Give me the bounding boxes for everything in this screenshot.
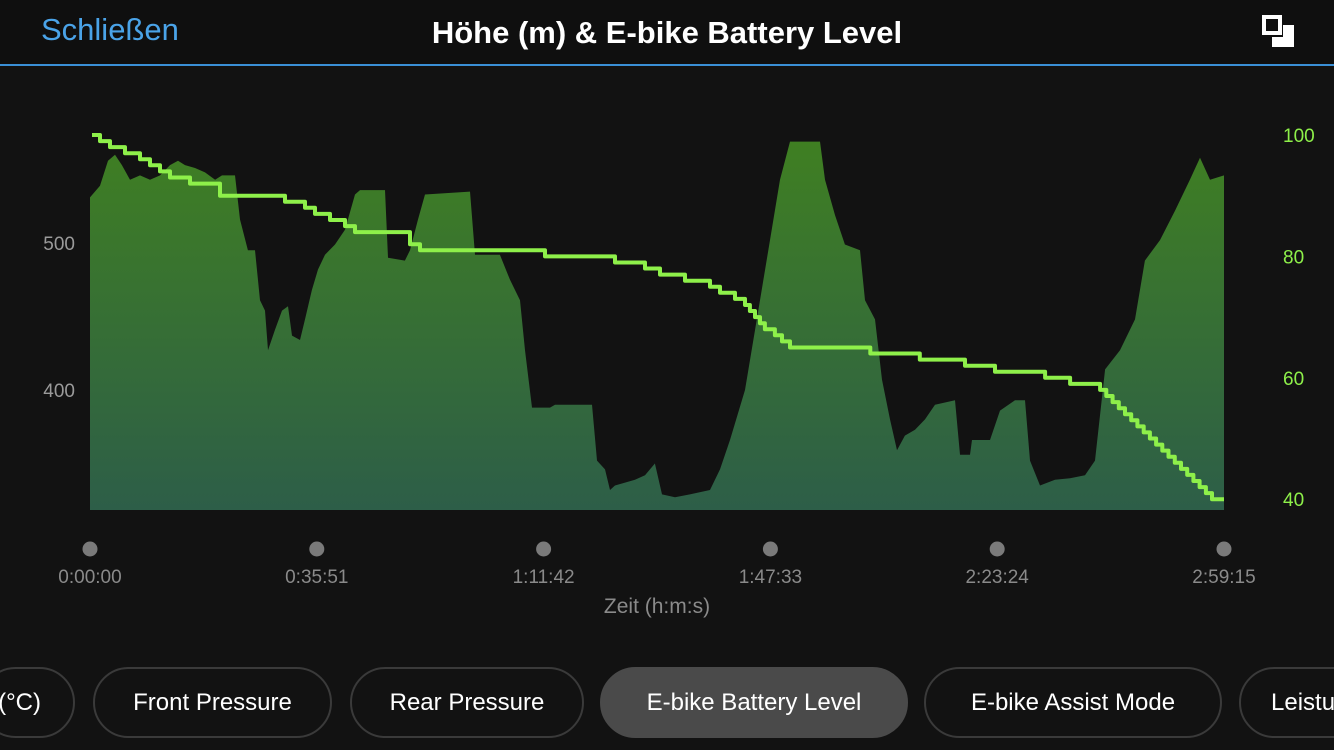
x-axis-tick-label: 2:59:15 <box>1192 567 1255 588</box>
right-axis-tick-label: 80 <box>1283 247 1304 268</box>
chart: 400 500 40 60 80 100 0:00:00 0:35:51 1:11:42 1:47… <box>43 126 1315 618</box>
x-axis-tick-dot <box>309 541 325 557</box>
x-axis-title: Zeit (h:m:s) <box>604 595 710 618</box>
x-axis-tick-label: 0:35:51 <box>285 567 348 588</box>
tab-front-pressure[interactable]: Front Pressure <box>93 667 332 738</box>
x-axis-tick-label: 1:11:42 <box>513 567 575 588</box>
tab-rear-pressure[interactable]: Rear Pressure <box>350 667 584 738</box>
right-axis-tick-label: 60 <box>1283 369 1304 390</box>
right-axis-tick-label: 100 <box>1283 126 1315 147</box>
x-axis-tick-label: 1:47:33 <box>739 567 802 588</box>
close-button[interactable]: Schließen <box>41 12 179 47</box>
tab-temperature[interactable]: (°C) <box>0 667 75 738</box>
page-title: Höhe (m) & E-bike Battery Level <box>431 15 903 50</box>
x-axis-tick-dot <box>989 541 1005 557</box>
x-axis-tick-dot <box>762 541 778 557</box>
metric-tab-bar: (°C) Front Pressure Rear Pressure E-bike… <box>0 667 1334 738</box>
battery-level-line <box>92 133 1224 502</box>
header-bar: Schließen Höhe (m) & E-bike Battery Leve… <box>0 0 1334 66</box>
tab-leistung[interactable]: Leistu <box>1239 667 1334 738</box>
tab-ebike-assist-mode[interactable]: E-bike Assist Mode <box>924 667 1222 738</box>
left-axis-tick-label: 500 <box>43 234 75 255</box>
x-axis-tick-dot <box>536 541 552 557</box>
tab-ebike-battery-level[interactable]: E-bike Battery Level <box>600 667 908 738</box>
x-axis-tick-label: 0:00:00 <box>58 567 121 588</box>
expand-icon[interactable] <box>1262 15 1296 49</box>
right-axis-tick-label: 40 <box>1283 490 1304 511</box>
x-axis-tick-dot <box>1216 541 1232 557</box>
left-axis-tick-label: 400 <box>43 381 75 402</box>
x-axis-tick-label: 2:23:24 <box>965 567 1029 588</box>
x-axis-tick-dot <box>82 541 98 557</box>
